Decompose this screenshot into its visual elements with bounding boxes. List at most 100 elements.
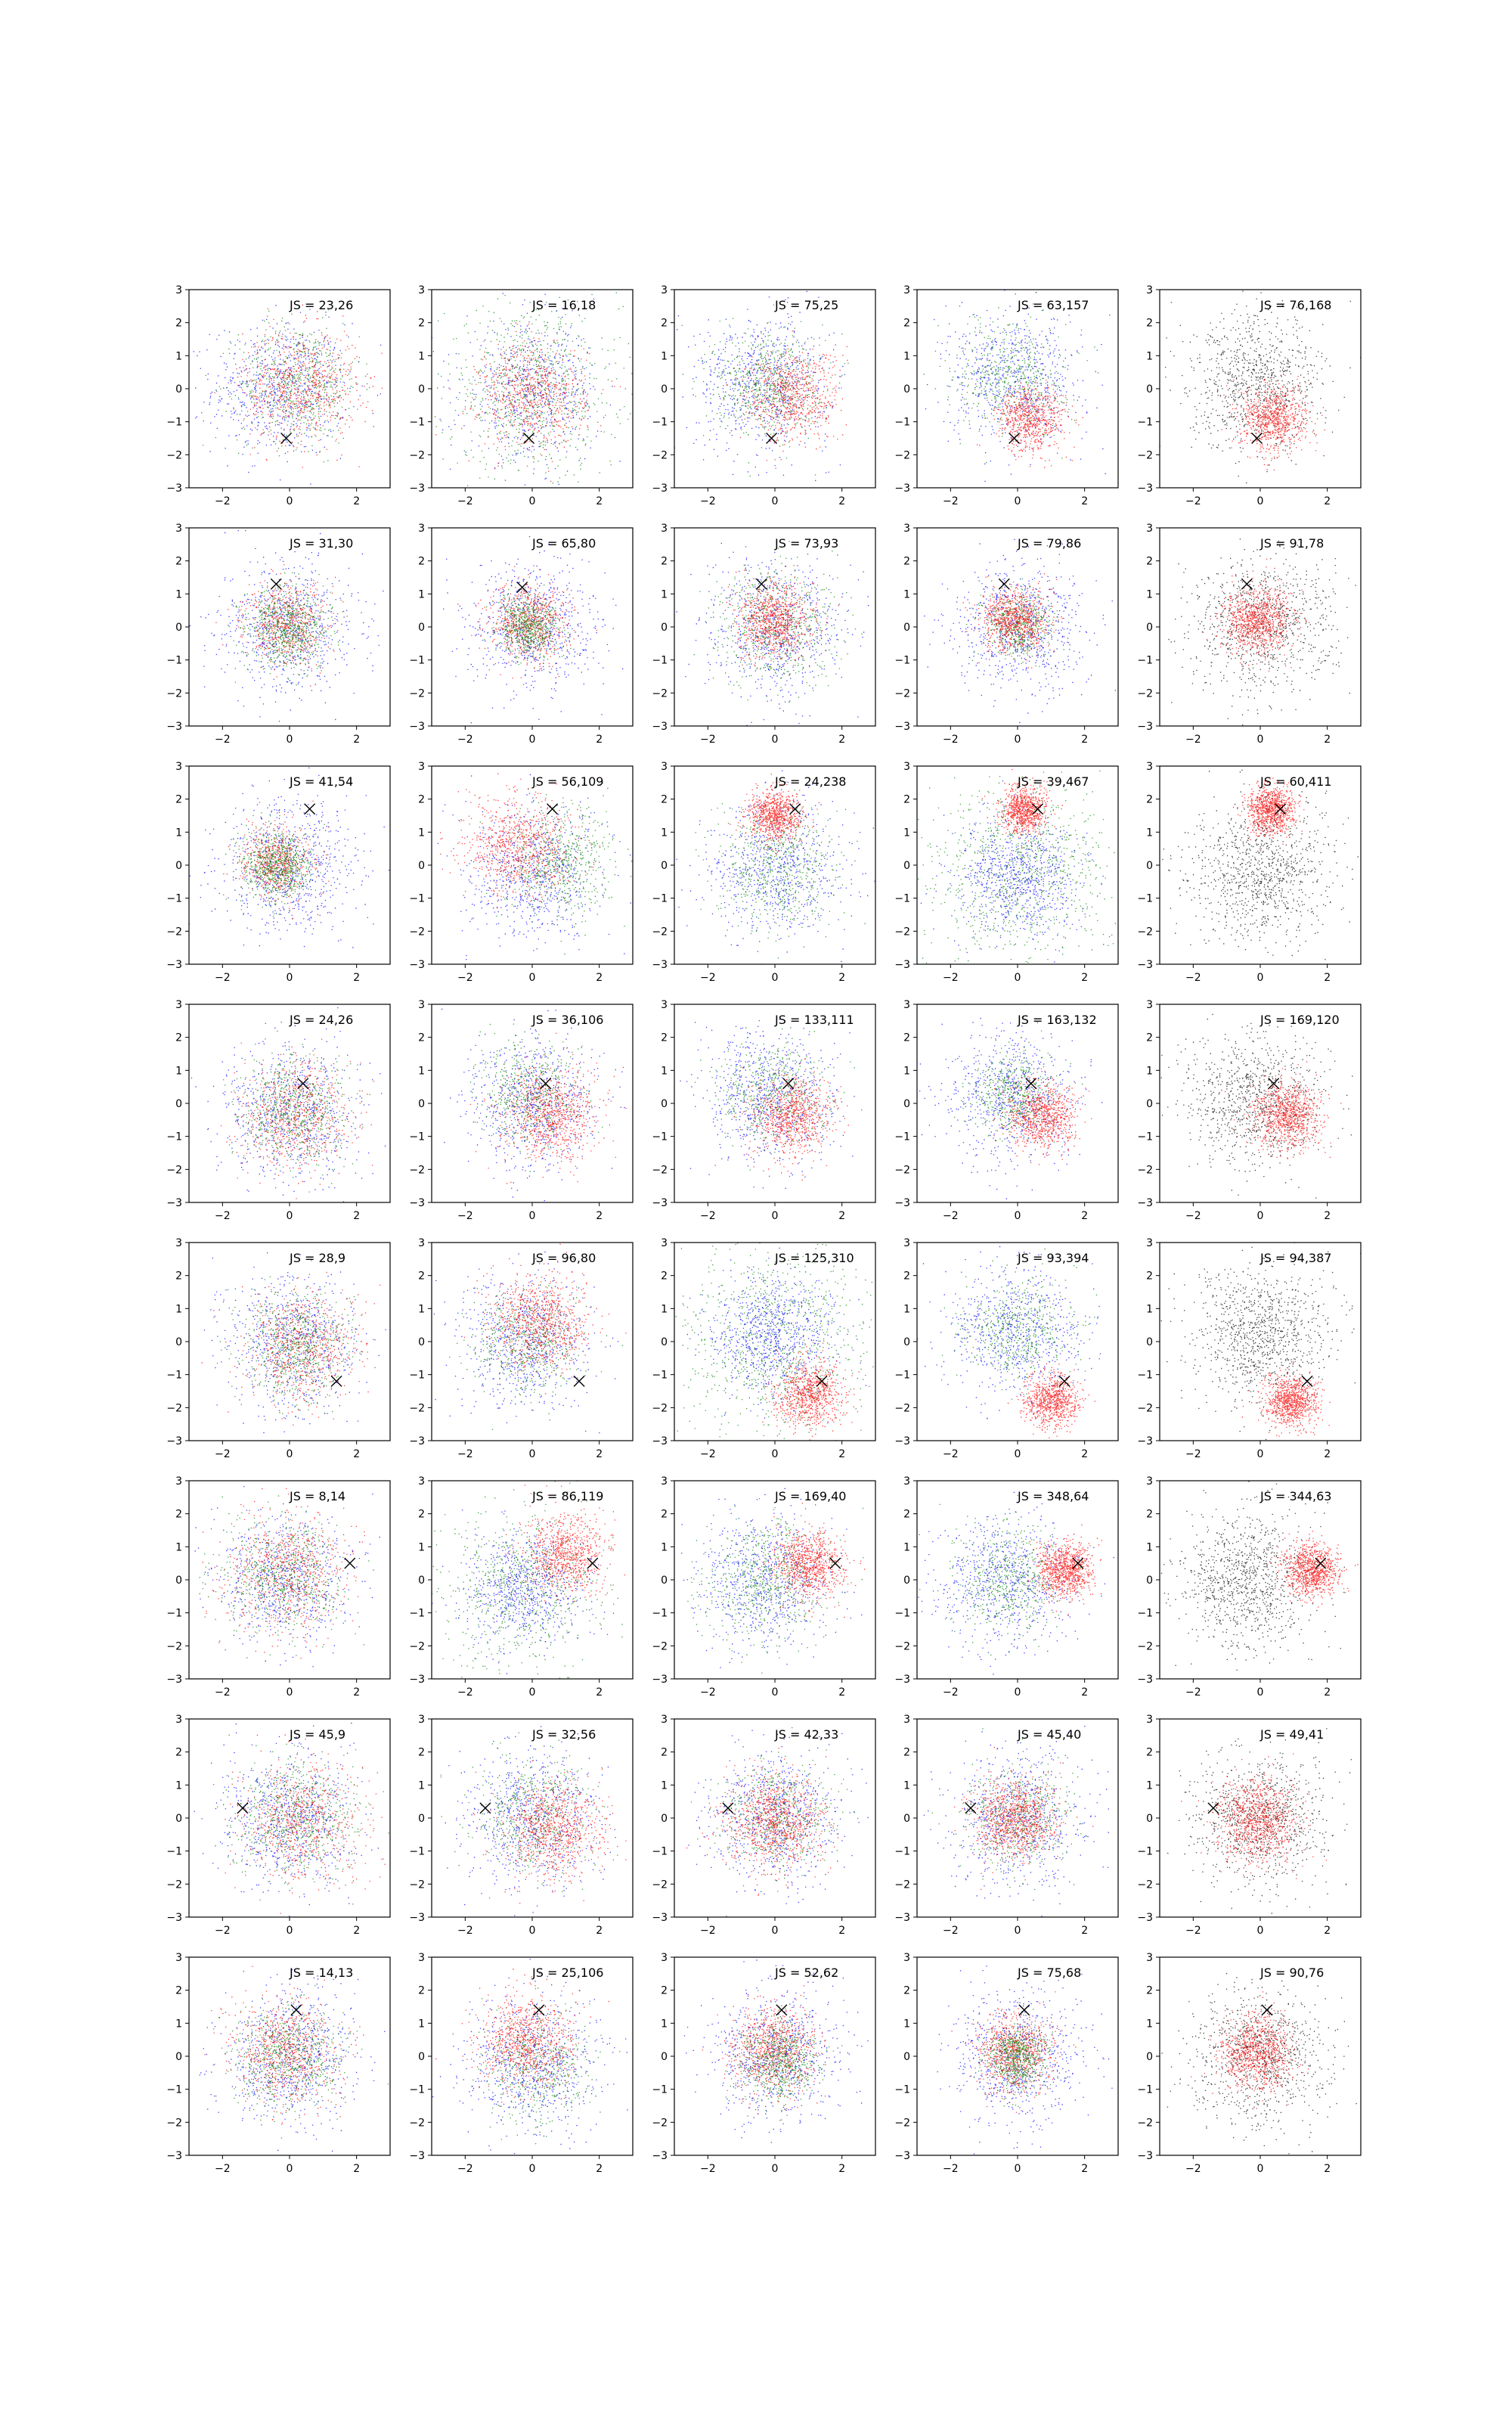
y-tick-label: −3	[652, 959, 668, 971]
x-marker	[1009, 433, 1021, 444]
y-tick-label: −2	[409, 1640, 425, 1652]
scatter-points	[683, 1959, 869, 2143]
js-score-label: JS = 36,106	[531, 1013, 603, 1027]
x-tick-label: 2	[353, 495, 360, 507]
scatter-panel: −2 0 2 −3 −2 −1 0 1 2 3 JS = 41,54	[166, 761, 391, 984]
axes-frame	[431, 1004, 634, 1203]
y-tick-label: 3	[1146, 284, 1153, 296]
scatter-panel: −2 0 2 −3 −2 −1 0 1 2 3 JS = 169,40	[652, 1475, 876, 1699]
y-tick-label: 0	[1146, 2051, 1153, 2063]
y-tick-label: 0	[661, 383, 668, 396]
y-tick-label: 3	[661, 284, 668, 296]
scatter-series-red	[1232, 777, 1305, 849]
y-tick-label: −3	[652, 1674, 668, 1686]
y-tick-label: 2	[418, 556, 425, 568]
y-tick-label: 1	[1146, 588, 1153, 600]
y-tick-label: −3	[166, 1912, 182, 1924]
scatter-series-black	[1167, 1728, 1352, 1914]
scatter-panel: −2 0 2 −3 −2 −1 0 1 2 3 JS = 24,238	[652, 761, 876, 984]
js-score-label: JS = 94,387	[1259, 1251, 1331, 1265]
scatter-series-red	[435, 322, 621, 482]
y-tick-label: 3	[1146, 1475, 1153, 1488]
x-marker	[766, 433, 778, 444]
y-tick-label: 2	[175, 1747, 182, 1759]
js-score-label: JS = 16,18	[531, 298, 596, 312]
y-tick-label: −3	[894, 1435, 910, 1447]
y-tick-label: −2	[166, 2117, 182, 2129]
y-tick-label: −2	[166, 449, 182, 461]
y-tick-label: 0	[903, 1575, 910, 1587]
scatter-points	[681, 1488, 866, 1674]
js-score-label: JS = 14,13	[289, 1965, 353, 1980]
y-tick-label: 3	[418, 761, 425, 773]
scatter-series-green	[228, 572, 343, 686]
scatter-series-red	[938, 1747, 1094, 1890]
y-tick-label: 0	[175, 622, 182, 634]
y-tick-label: 1	[661, 827, 668, 839]
x-tick-label: −2	[943, 1210, 959, 1222]
scatter-series-red	[223, 800, 330, 920]
scatter-panel: −2 0 2 −3 −2 −1 0 1 2 3 JS = 25,106	[409, 1952, 634, 2175]
scatter-points	[1160, 1243, 1361, 1440]
scatter-panel: −2 0 2 −3 −2 −1 0 1 2 3 JS = 344,63	[1137, 1475, 1362, 1699]
x-tick-label: 0	[287, 1686, 293, 1699]
y-tick-label: −2	[166, 1879, 182, 1891]
scatter-series-red	[730, 774, 820, 855]
y-tick-label: 0	[418, 1575, 425, 1587]
y-tick-label: 2	[661, 1985, 668, 1997]
scatter-points	[918, 1491, 1114, 1675]
scatter-panel: −2 0 2 −3 −2 −1 0 1 2 3 JS = 45,9	[166, 1714, 391, 1937]
js-score-label: JS = 75,25	[774, 298, 838, 312]
y-tick-label: 1	[1146, 1779, 1153, 1792]
scatter-panel: −2 0 2 −3 −2 −1 0 1 2 3 JS = 73,93	[652, 523, 876, 746]
scatter-panel: −2 0 2 −3 −2 −1 0 1 2 3 JS = 75,68	[894, 1952, 1119, 2175]
x-tick-label: −2	[457, 1925, 473, 1937]
x-tick-label: 2	[1081, 734, 1088, 746]
x-tick-label: 0	[529, 1210, 536, 1222]
js-score-label: JS = 23,26	[289, 298, 353, 312]
y-tick-label: 2	[175, 1509, 182, 1521]
x-tick-label: 0	[772, 1210, 779, 1222]
x-tick-label: 0	[1257, 1448, 1264, 1460]
axes-frame	[916, 1480, 1119, 1680]
y-tick-label: 0	[661, 860, 668, 872]
x-tick-label: 0	[1015, 1686, 1021, 1699]
scatter-points	[923, 1726, 1109, 1917]
y-tick-label: 0	[175, 1813, 182, 1825]
x-tick-label: 0	[772, 495, 779, 507]
y-tick-label: 3	[175, 1952, 182, 1964]
y-tick-label: −2	[652, 687, 668, 700]
scatter-series-red	[1270, 1531, 1359, 1608]
scatter-series-blue	[203, 1252, 390, 1434]
x-marker	[1072, 1557, 1084, 1569]
js-score-label: JS = 348,64	[1017, 1489, 1089, 1503]
y-tick-label: −1	[166, 893, 182, 905]
y-tick-label: −1	[894, 893, 910, 905]
scatter-points	[937, 1965, 1113, 2155]
scatter-series-blue	[680, 1019, 855, 1189]
y-tick-label: 2	[903, 1985, 910, 1997]
scatter-points	[440, 1726, 627, 1916]
axes-frame	[188, 527, 391, 727]
y-tick-label: 2	[418, 1747, 425, 1759]
y-tick-label: −2	[894, 1879, 910, 1891]
y-tick-label: 2	[661, 794, 668, 806]
y-tick-label: 2	[1146, 318, 1153, 330]
y-tick-label: −1	[652, 893, 668, 905]
y-tick-label: 0	[903, 622, 910, 634]
y-tick-label: −1	[894, 417, 910, 429]
scatter-points	[432, 1959, 628, 2155]
x-tick-label: 0	[529, 1448, 536, 1460]
x-marker	[1025, 1078, 1037, 1090]
y-tick-label: −3	[894, 959, 910, 971]
y-tick-label: −2	[652, 1402, 668, 1414]
y-tick-label: −2	[1137, 1640, 1153, 1652]
y-tick-label: −3	[409, 1197, 425, 1209]
scatter-panel: −2 0 2 −3 −2 −1 0 1 2 3 JS = 63,157	[894, 284, 1119, 507]
y-tick-label: 2	[1146, 1985, 1153, 1997]
x-tick-label: 2	[1324, 734, 1331, 746]
y-tick-label: −3	[409, 959, 425, 971]
y-tick-label: −3	[409, 721, 425, 733]
scatter-series-red	[204, 1965, 364, 2125]
y-tick-label: −3	[166, 959, 182, 971]
